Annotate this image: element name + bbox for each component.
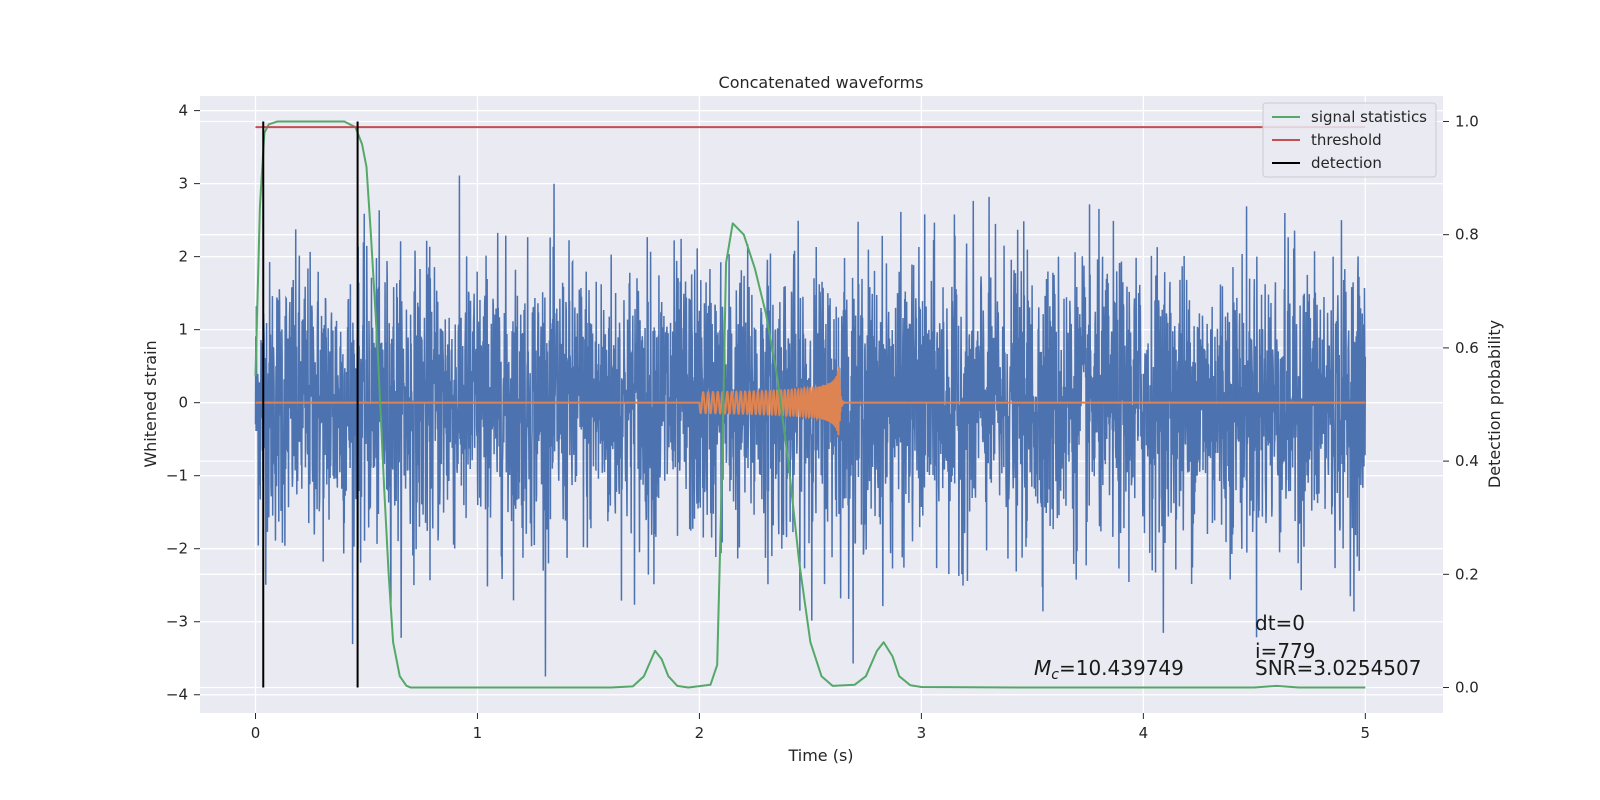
right-y-axis-label: Detection probability — [1485, 320, 1504, 488]
annotation-snr: SNR=3.0254507 — [1255, 656, 1421, 680]
x-tick-label: 4 — [1139, 724, 1149, 742]
left-y-axis-ticks: −4 −3 −2 −1 0 1 2 3 4 — [166, 102, 200, 704]
legend-label: signal statistics — [1311, 108, 1427, 126]
left-y-tick-label: −3 — [166, 613, 188, 631]
left-y-tick-label: −4 — [166, 686, 188, 704]
mc-symbol: M — [1034, 656, 1051, 680]
chart-title: Concatenated waveforms — [719, 73, 924, 92]
annotation-i: i=779 — [1255, 639, 1316, 663]
left-y-tick-label: 1 — [178, 321, 188, 339]
right-y-tick-label: 0.2 — [1455, 565, 1479, 583]
annotation-mc: Mc=10.439749 — [1034, 656, 1184, 683]
x-tick-label: 0 — [251, 724, 261, 742]
legend-label: detection — [1311, 154, 1382, 172]
legend-label: threshold — [1311, 131, 1382, 149]
right-y-tick-label: 0.4 — [1455, 452, 1479, 470]
noise-strain-line — [254, 175, 1367, 677]
legend: signal statistics threshold detection — [1262, 102, 1437, 178]
detection-probability-series — [254, 120, 1366, 689]
x-axis-label: Time (s) — [787, 746, 853, 765]
x-axis-ticks: 0 1 2 3 4 5 — [251, 713, 1370, 742]
right-y-tick-label: 0.8 — [1455, 226, 1479, 244]
left-y-tick-label: −1 — [166, 467, 188, 485]
x-tick-label: 2 — [695, 724, 705, 742]
left-y-tick-label: −2 — [166, 540, 188, 558]
right-y-tick-label: 1.0 — [1455, 112, 1479, 130]
annotations: dt=0 i=779 SNR=3.0254507 Mc=10.439749 — [1034, 611, 1421, 683]
left-y-tick-label: 4 — [178, 102, 188, 120]
x-tick-label: 1 — [473, 724, 483, 742]
left-y-tick-label: 2 — [178, 248, 188, 266]
right-y-tick-label: 0.6 — [1455, 339, 1479, 357]
noise-strain-series — [254, 175, 1367, 677]
left-y-tick-label: 0 — [178, 394, 188, 412]
signal-statistics-line — [254, 120, 1366, 689]
right-y-tick-label: 0.0 — [1455, 679, 1479, 697]
right-y-axis-ticks: 0.0 0.2 0.4 0.6 0.8 1.0 — [1443, 112, 1479, 697]
mc-value: =10.439749 — [1059, 656, 1184, 680]
annotation-dt: dt=0 — [1255, 611, 1305, 635]
left-y-tick-label: 3 — [178, 175, 188, 193]
x-tick-label: 5 — [1361, 724, 1371, 742]
left-y-axis-label: Whitened strain — [141, 340, 160, 467]
mc-subscript: c — [1051, 667, 1059, 683]
x-tick-label: 3 — [917, 724, 927, 742]
legend-box — [1262, 102, 1437, 178]
